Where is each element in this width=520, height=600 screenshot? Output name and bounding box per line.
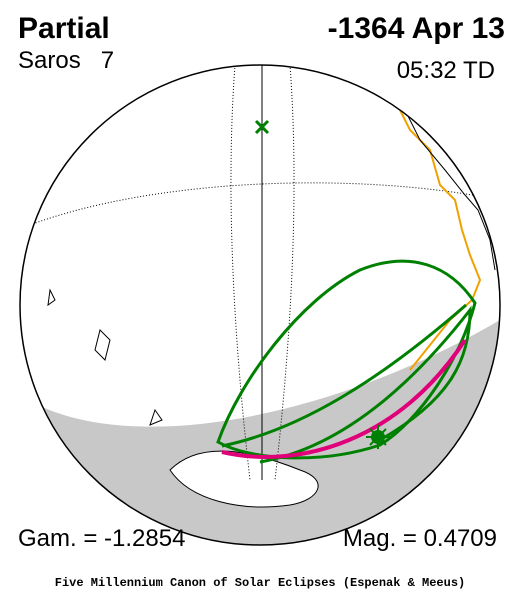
eclipse-paths	[216, 119, 477, 464]
penumbra-limit	[259, 305, 472, 464]
saros: Saros 7	[18, 47, 114, 74]
night-region	[20, 320, 500, 545]
antarctica	[169, 450, 319, 508]
globe	[19, 64, 501, 546]
penumbra-limit	[221, 303, 467, 448]
islands	[47, 288, 163, 426]
greatest-eclipse-point	[366, 425, 390, 449]
penumbra-limit	[216, 259, 477, 460]
greatest-eclipse-curve	[221, 338, 467, 459]
time: 05:32 TD	[397, 57, 495, 84]
eclipse-date: -1364 Apr 13	[328, 12, 505, 45]
subsolar-point	[254, 119, 270, 135]
equator	[29, 182, 500, 226]
credit: Five Millennium Canon of Solar Eclipses …	[55, 576, 465, 590]
coastline	[404, 109, 496, 271]
gamma: Gam. = -1.2854	[18, 525, 185, 552]
eclipse-type: Partial	[18, 12, 110, 45]
magnitude: Mag. = 0.4709	[343, 525, 497, 552]
